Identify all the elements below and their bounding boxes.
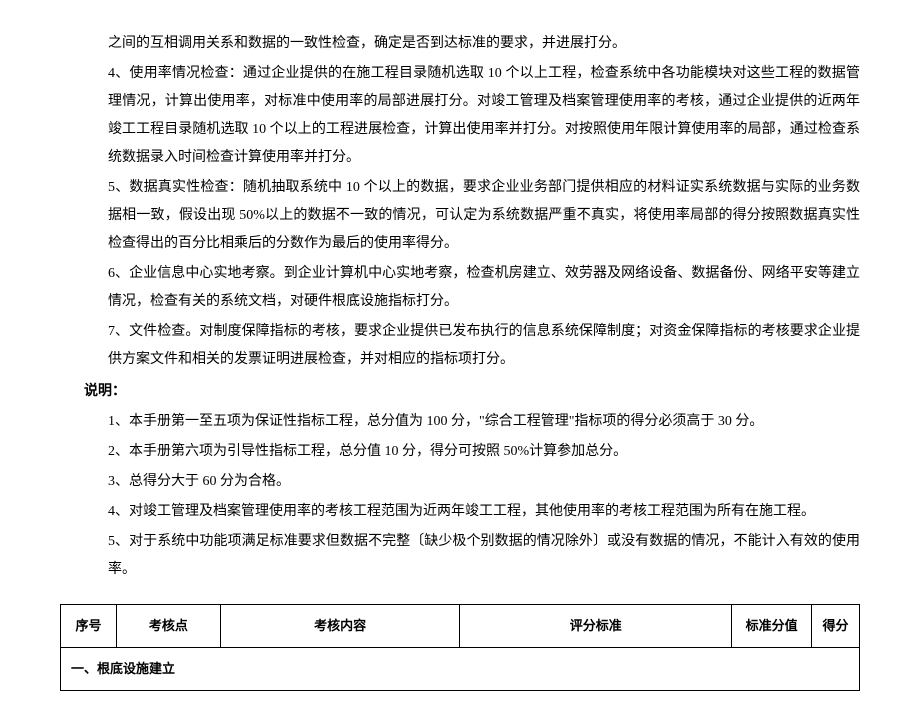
header-point: 考核点 (116, 605, 220, 648)
header-score-std: 标准分值 (732, 605, 812, 648)
header-standard: 评分标准 (460, 605, 732, 648)
header-seq: 序号 (61, 605, 117, 648)
header-content: 考核内容 (220, 605, 460, 648)
note-4: 4、对竣工管理及档案管理使用率的考核工程范围为近两年竣工工程，其他使用率的考核工… (60, 498, 860, 526)
note-5: 5、对于系统中功能项满足标准要求但数据不完整〔缺少极个别数据的情况除外〕或没有数… (60, 528, 860, 584)
header-score: 得分 (812, 605, 860, 648)
table-header-row: 序号 考核点 考核内容 评分标准 标准分值 得分 (61, 605, 860, 648)
paragraph-item-7: 7、文件检查。对制度保障指标的考核，要求企业提供已发布执行的信息系统保障制度；对… (60, 318, 860, 374)
table-section-row: 一、根底设施建立 (61, 648, 860, 691)
notes-label: 说明： (60, 378, 860, 406)
note-1: 1、本手册第一至五项为保证性指标工程，总分值为 100 分，"综合工程管理"指标… (60, 408, 860, 436)
section-title-1: 一、根底设施建立 (61, 648, 860, 691)
paragraph-item-5: 5、数据真实性检查：随机抽取系统中 10 个以上的数据，要求企业业务部门提供相应… (60, 174, 860, 258)
paragraph-continuation: 之间的互相调用关系和数据的一致性检查，确定是否到达标准的要求，并进展打分。 (60, 30, 860, 58)
paragraph-item-4: 4、使用率情况检查：通过企业提供的在施工程目录随机选取 10 个以上工程，检查系… (60, 60, 860, 172)
assessment-table: 序号 考核点 考核内容 评分标准 标准分值 得分 一、根底设施建立 (60, 604, 860, 691)
paragraph-item-6: 6、企业信息中心实地考察。到企业计算机中心实地考察，检查机房建立、效劳器及网络设… (60, 260, 860, 316)
note-3: 3、总得分大于 60 分为合格。 (60, 468, 860, 496)
note-2: 2、本手册第六项为引导性指标工程，总分值 10 分，得分可按照 50%计算参加总… (60, 438, 860, 466)
